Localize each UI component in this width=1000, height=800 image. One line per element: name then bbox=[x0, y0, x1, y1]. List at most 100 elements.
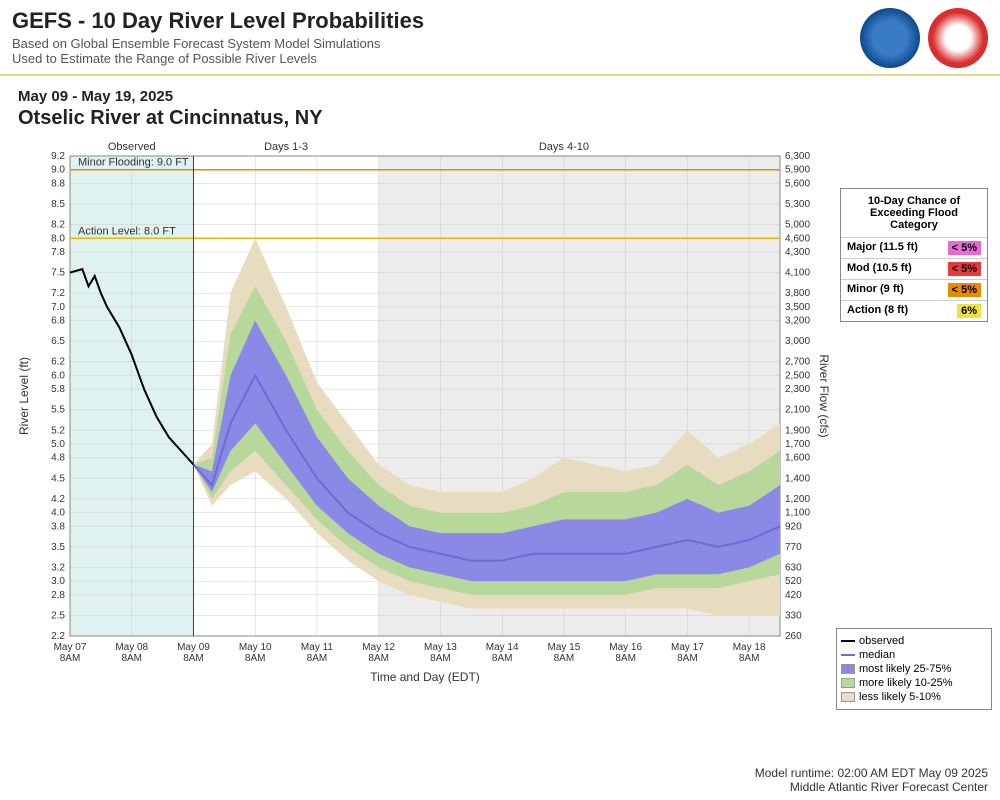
y-right-label: River Flow (cfs) bbox=[817, 354, 830, 437]
flood-row-label: Action (8 ft) bbox=[847, 304, 908, 318]
legend-label: median bbox=[859, 649, 895, 661]
legend-row: observed bbox=[841, 635, 987, 647]
x-tick: May 17 bbox=[671, 642, 704, 653]
y-right-tick: 4,600 bbox=[785, 233, 810, 244]
y-left-tick: 6.0 bbox=[51, 370, 65, 381]
noaa-logo-icon bbox=[860, 8, 920, 68]
y-right-tick: 630 bbox=[785, 562, 802, 573]
legend-label: observed bbox=[859, 635, 904, 647]
y-right-tick: 520 bbox=[785, 576, 802, 587]
flood-row-label: Major (11.5 ft) bbox=[847, 241, 918, 255]
y-left-tick: 6.2 bbox=[51, 357, 65, 368]
y-right-tick: 1,100 bbox=[785, 508, 810, 519]
legend-row: more likely 10-25% bbox=[841, 677, 987, 689]
x-tick: 8AM bbox=[677, 653, 698, 664]
x-tick: 8AM bbox=[183, 653, 204, 664]
date-range: May 09 - May 19, 2025 bbox=[0, 76, 1000, 107]
y-right-tick: 2,100 bbox=[785, 405, 810, 416]
y-left-tick: 4.5 bbox=[51, 473, 65, 484]
x-tick: 8AM bbox=[307, 653, 328, 664]
page-title: GEFS - 10 Day River Level Probabilities bbox=[12, 8, 988, 34]
y-right-tick: 770 bbox=[785, 542, 802, 553]
y-right-tick: 5,000 bbox=[785, 220, 810, 231]
y-left-tick: 5.5 bbox=[51, 405, 65, 416]
y-right-tick: 1,400 bbox=[785, 473, 810, 484]
y-left-tick: 8.2 bbox=[51, 220, 65, 231]
flood-row: Mod (10.5 ft)< 5% bbox=[841, 258, 987, 279]
period-label: Days 1-3 bbox=[264, 141, 308, 153]
x-tick: 8AM bbox=[60, 653, 81, 664]
legend-swatch bbox=[841, 692, 855, 702]
logos bbox=[860, 8, 988, 68]
legend-label: most likely 25-75% bbox=[859, 663, 951, 675]
y-right-tick: 330 bbox=[785, 610, 802, 621]
y-left-tick: 5.0 bbox=[51, 439, 65, 450]
footer-center: Middle Atlantic River Forecast Center bbox=[755, 780, 988, 794]
x-axis-label: Time and Day (EDT) bbox=[370, 670, 480, 684]
threshold-label: Minor Flooding: 9.0 FT bbox=[78, 157, 189, 169]
legend-row: median bbox=[841, 649, 987, 661]
flood-row-pct: < 5% bbox=[948, 283, 981, 297]
y-right-tick: 5,300 bbox=[785, 199, 810, 210]
y-right-tick: 1,600 bbox=[785, 453, 810, 464]
y-right-tick: 2,300 bbox=[785, 384, 810, 395]
flood-row-label: Minor (9 ft) bbox=[847, 283, 904, 297]
flood-row-pct: < 5% bbox=[948, 262, 981, 276]
y-right-tick: 1,900 bbox=[785, 425, 810, 436]
y-left-tick: 2.2 bbox=[51, 631, 65, 642]
x-tick: May 13 bbox=[424, 642, 457, 653]
threshold-label: Action Level: 8.0 FT bbox=[78, 225, 176, 237]
x-tick: May 08 bbox=[115, 642, 148, 653]
y-right-tick: 260 bbox=[785, 631, 802, 642]
footer: Model runtime: 02:00 AM EDT May 09 2025 … bbox=[755, 766, 988, 794]
y-right-tick: 5,600 bbox=[785, 178, 810, 189]
nws-logo-icon bbox=[928, 8, 988, 68]
period-label: Observed bbox=[108, 141, 156, 153]
x-tick: May 11 bbox=[301, 642, 333, 653]
y-left-tick: 5.8 bbox=[51, 384, 65, 395]
y-left-tick: 3.2 bbox=[51, 562, 65, 573]
subtitle-2: Used to Estimate the Range of Possible R… bbox=[12, 51, 988, 66]
x-tick: 8AM bbox=[615, 653, 636, 664]
flood-probability-box: 10-Day Chance of Exceeding Flood Categor… bbox=[840, 188, 988, 322]
x-tick: 8AM bbox=[739, 653, 760, 664]
flood-row-pct: 6% bbox=[957, 304, 981, 318]
y-right-tick: 3,800 bbox=[785, 288, 810, 299]
x-tick: May 14 bbox=[486, 642, 519, 653]
y-right-tick: 3,200 bbox=[785, 316, 810, 327]
y-right-tick: 3,500 bbox=[785, 302, 810, 313]
y-left-tick: 2.5 bbox=[51, 610, 65, 621]
y-left-tick: 6.5 bbox=[51, 336, 65, 347]
y-left-tick: 7.0 bbox=[51, 302, 65, 313]
header: GEFS - 10 Day River Level Probabilities … bbox=[0, 0, 1000, 76]
legend-swatch bbox=[841, 640, 855, 642]
y-right-tick: 420 bbox=[785, 590, 802, 601]
flood-row-pct: < 5% bbox=[948, 241, 981, 255]
y-right-tick: 2,700 bbox=[785, 357, 810, 368]
x-tick: May 18 bbox=[733, 642, 766, 653]
subtitle-1: Based on Global Ensemble Forecast System… bbox=[12, 36, 988, 51]
legend-box: observed median most likely 25-75% more lik… bbox=[836, 628, 992, 710]
y-left-tick: 6.8 bbox=[51, 316, 65, 327]
y-left-tick: 7.5 bbox=[51, 268, 65, 279]
y-left-tick: 4.2 bbox=[51, 494, 65, 505]
period-label: Days 4-10 bbox=[539, 141, 589, 153]
flood-row: Action (8 ft) 6% bbox=[841, 300, 987, 321]
y-right-tick: 4,100 bbox=[785, 268, 810, 279]
x-tick: 8AM bbox=[554, 653, 575, 664]
y-left-label: River Level (ft) bbox=[17, 357, 31, 435]
y-left-tick: 3.0 bbox=[51, 576, 65, 587]
y-left-tick: 8.0 bbox=[51, 233, 65, 244]
legend-swatch bbox=[841, 678, 855, 688]
y-left-tick: 8.8 bbox=[51, 178, 65, 189]
x-tick: 8AM bbox=[492, 653, 513, 664]
y-left-tick: 8.5 bbox=[51, 199, 65, 210]
legend-row: most likely 25-75% bbox=[841, 663, 987, 675]
x-tick: May 07 bbox=[54, 642, 87, 653]
y-right-tick: 4,300 bbox=[785, 247, 810, 258]
y-left-tick: 4.8 bbox=[51, 453, 65, 464]
y-left-tick: 5.2 bbox=[51, 425, 65, 436]
flood-row: Minor (9 ft) < 5% bbox=[841, 279, 987, 300]
legend-row: less likely 5-10% bbox=[841, 691, 987, 703]
y-right-tick: 6,300 bbox=[785, 151, 810, 162]
